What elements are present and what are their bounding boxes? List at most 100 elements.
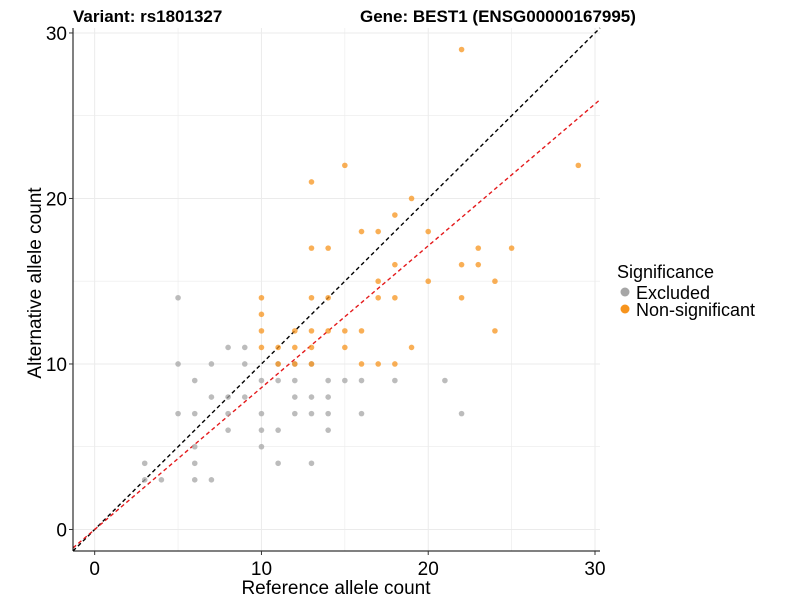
point-non-significant — [292, 328, 298, 334]
point-non-significant — [375, 278, 381, 285]
y-tick-label: 10 — [46, 355, 67, 376]
point-non-significant — [392, 212, 398, 218]
point-excluded — [325, 427, 331, 433]
point-non-significant — [325, 328, 331, 334]
point-non-significant — [375, 361, 381, 367]
x-tick-label: 20 — [418, 559, 439, 580]
y-tick-label: 0 — [56, 520, 67, 541]
point-excluded — [175, 410, 181, 417]
point-non-significant — [575, 162, 582, 169]
point-non-significant — [408, 195, 415, 202]
point-non-significant — [475, 261, 482, 268]
point-excluded — [241, 361, 248, 367]
legend: Significance Excluded Non-significant — [617, 262, 755, 320]
point-excluded — [158, 477, 165, 483]
chart-title-right: Gene: BEST1 (ENSG00000167995) — [360, 7, 636, 26]
point-excluded — [325, 410, 331, 417]
legend-title: Significance — [617, 262, 714, 282]
point-excluded — [458, 410, 465, 417]
point-non-significant — [258, 294, 265, 301]
point-excluded — [292, 377, 298, 384]
point-non-significant — [292, 344, 298, 351]
point-non-significant — [342, 162, 348, 169]
point-excluded — [208, 394, 215, 400]
point-excluded — [258, 443, 265, 450]
reference-lines — [72, 27, 601, 552]
point-excluded — [191, 410, 198, 417]
point-non-significant — [458, 261, 465, 268]
legend-label-excluded: Excluded — [636, 283, 710, 303]
point-excluded — [258, 377, 265, 384]
point-non-significant — [275, 361, 281, 367]
point-non-significant — [492, 328, 498, 334]
point-excluded — [258, 410, 265, 417]
point-non-significant — [392, 294, 398, 301]
point-non-significant — [308, 344, 315, 351]
axes — [72, 28, 600, 552]
legend-swatch-excluded — [620, 287, 630, 297]
point-excluded — [325, 377, 331, 384]
data-points — [141, 46, 582, 483]
point-non-significant — [308, 179, 315, 185]
point-excluded — [141, 477, 148, 483]
tick-labels: 0 10 20 30 0 10 20 30 — [46, 24, 606, 580]
chart-title-left: Variant: rs1801327 — [73, 7, 222, 26]
point-non-significant — [458, 46, 465, 53]
point-non-significant — [325, 294, 331, 301]
point-excluded — [191, 460, 198, 467]
point-non-significant — [275, 344, 281, 351]
point-excluded — [191, 377, 198, 384]
point-excluded — [308, 410, 315, 417]
point-non-significant — [342, 328, 348, 334]
point-non-significant — [508, 245, 515, 251]
x-tick-label: 30 — [584, 559, 605, 580]
x-axis-title: Reference allele count — [241, 578, 431, 599]
point-non-significant — [475, 245, 482, 251]
point-non-significant — [425, 228, 432, 235]
identity-line — [72, 27, 601, 552]
x-tick-label: 10 — [251, 559, 272, 580]
point-non-significant — [308, 294, 315, 301]
point-non-significant — [375, 228, 381, 235]
point-excluded — [292, 410, 298, 417]
point-excluded — [325, 394, 331, 400]
legend-swatch-non-significant — [620, 304, 630, 314]
point-excluded — [225, 427, 231, 433]
point-non-significant — [325, 245, 331, 251]
point-excluded — [258, 427, 265, 433]
point-non-significant — [308, 361, 315, 367]
point-non-significant — [258, 344, 265, 351]
point-excluded — [208, 477, 215, 483]
point-non-significant — [425, 278, 432, 285]
fit-line — [72, 99, 601, 549]
point-non-significant — [392, 361, 398, 367]
point-excluded — [292, 394, 298, 400]
point-non-significant — [292, 361, 298, 367]
point-non-significant — [458, 294, 465, 301]
point-excluded — [275, 377, 281, 384]
legend-label-non-significant: Non-significant — [636, 300, 755, 320]
point-excluded — [191, 477, 198, 483]
y-tick-label: 20 — [46, 189, 67, 210]
point-excluded — [241, 344, 248, 351]
point-excluded — [342, 377, 348, 384]
point-excluded — [275, 460, 281, 467]
x-tick-label: 0 — [89, 559, 100, 580]
point-excluded — [141, 460, 148, 467]
point-excluded — [275, 427, 281, 433]
y-tick-label: 30 — [46, 24, 67, 45]
point-excluded — [392, 377, 398, 384]
point-excluded — [225, 344, 231, 351]
point-non-significant — [358, 361, 365, 367]
point-excluded — [442, 377, 448, 384]
point-excluded — [225, 410, 231, 417]
point-excluded — [175, 294, 181, 301]
point-non-significant — [358, 228, 365, 235]
point-excluded — [358, 410, 365, 417]
point-excluded — [208, 361, 215, 367]
point-excluded — [175, 361, 181, 367]
point-non-significant — [308, 245, 315, 251]
y-axis-title: Alternative allele count — [25, 187, 46, 379]
point-non-significant — [492, 278, 498, 285]
